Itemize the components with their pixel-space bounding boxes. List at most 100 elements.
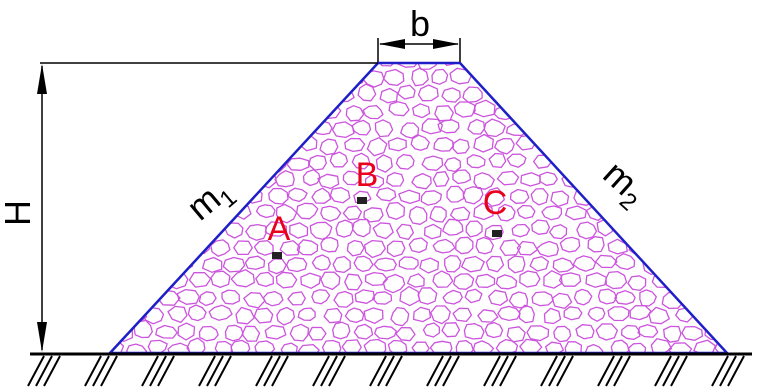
rock-stone <box>542 69 562 87</box>
rock-stone <box>342 170 361 186</box>
ground-hatch-stroke <box>255 355 273 387</box>
rock-stone <box>363 239 386 259</box>
rock-stone <box>434 105 454 122</box>
rock-stone <box>671 237 690 253</box>
rock-stone <box>180 63 200 70</box>
rock-stone <box>520 172 541 187</box>
rock-stone <box>682 188 706 205</box>
rock-stone <box>563 135 585 153</box>
rock-stone <box>408 237 428 254</box>
rock-stone <box>531 219 551 235</box>
rock-stone <box>382 273 406 294</box>
rock-stone <box>388 101 410 117</box>
rock-stone <box>497 68 519 84</box>
rock-stone <box>718 308 727 324</box>
point-b-label: B <box>356 156 379 194</box>
rock-stone <box>351 152 371 170</box>
rock-stone <box>709 63 727 72</box>
rock-stone <box>134 63 156 70</box>
rock-stone <box>496 170 520 186</box>
ground-hatch-stroke <box>206 355 224 387</box>
rock-stone <box>686 117 708 135</box>
rock-stone <box>429 206 447 223</box>
rock-stone <box>595 118 616 136</box>
rock-stone <box>543 307 562 325</box>
rock-stone <box>484 321 504 339</box>
rock-stone <box>690 68 714 84</box>
rock-stone <box>309 221 333 241</box>
ground-hatch-stroke <box>719 355 737 387</box>
rock-stone <box>175 220 199 236</box>
rock-stone <box>353 323 374 340</box>
rock-stone <box>344 273 363 291</box>
rock-stone <box>412 103 431 119</box>
rock-stone <box>673 269 695 288</box>
rock-stone <box>308 326 327 341</box>
rock-stone <box>575 324 595 340</box>
rock-stone <box>697 202 716 221</box>
rock-stone <box>114 118 137 135</box>
rock-stone <box>110 237 126 253</box>
rock-stone <box>221 289 240 305</box>
rock-stone <box>453 273 475 290</box>
rock-stone <box>274 139 295 157</box>
rock-stone <box>233 240 253 256</box>
rock-stone <box>232 137 254 155</box>
rock-stone <box>286 257 308 273</box>
rock-stone <box>473 172 495 190</box>
rock-stone <box>374 119 394 138</box>
rock-stone <box>190 100 212 118</box>
rock-stone <box>430 305 451 325</box>
rock-stone <box>396 223 415 241</box>
rock-stone <box>605 270 628 290</box>
rock-stone <box>351 218 371 238</box>
rock-stone <box>363 307 384 324</box>
rock-stone <box>417 84 439 102</box>
rock-stone <box>495 338 519 353</box>
rock-stone <box>564 341 583 353</box>
rock-stone <box>110 271 121 288</box>
rock-stone <box>620 122 642 137</box>
rock-stone <box>432 171 450 188</box>
rock-stone <box>235 306 255 325</box>
rock-stone <box>122 138 145 154</box>
rock-stone <box>672 104 692 122</box>
rock-stone <box>419 257 440 274</box>
rock-stone <box>444 254 462 273</box>
rock-stone <box>155 252 178 270</box>
rock-stone <box>472 340 495 353</box>
rock-stone <box>158 222 177 240</box>
rock-stone <box>210 270 231 289</box>
rock-stone <box>262 87 284 103</box>
rock-stone <box>317 173 340 190</box>
rock-stone <box>653 134 673 153</box>
rock-stone <box>598 86 617 104</box>
rock-stone <box>176 288 200 305</box>
rock-stone <box>627 342 647 353</box>
rock-stone <box>587 236 605 253</box>
rock-stone <box>253 240 274 256</box>
rock-stone <box>312 88 330 104</box>
rock-stone <box>614 290 636 305</box>
rock-stone <box>410 134 430 151</box>
rock-stone <box>110 185 129 205</box>
rock-stone <box>244 155 268 173</box>
ground-hatch-stroke <box>670 355 688 387</box>
rock-stone <box>421 118 444 135</box>
ground-hatch-stroke <box>149 355 167 387</box>
rock-stone <box>200 119 223 136</box>
rock-stone <box>505 63 526 65</box>
rock-stone <box>319 138 339 156</box>
rock-stone <box>188 271 212 288</box>
rock-stone <box>176 253 194 271</box>
ground-hatch-stroke <box>369 355 387 387</box>
rock-stone <box>421 155 444 171</box>
rock-stone <box>198 325 219 342</box>
rock-stone <box>320 236 339 253</box>
rock-stone <box>553 325 572 343</box>
rock-stone <box>626 208 647 223</box>
rock-stone <box>386 172 405 187</box>
rock-stone <box>529 255 550 272</box>
ground-hatch-stroke <box>548 355 566 387</box>
rock-stone <box>287 187 308 203</box>
